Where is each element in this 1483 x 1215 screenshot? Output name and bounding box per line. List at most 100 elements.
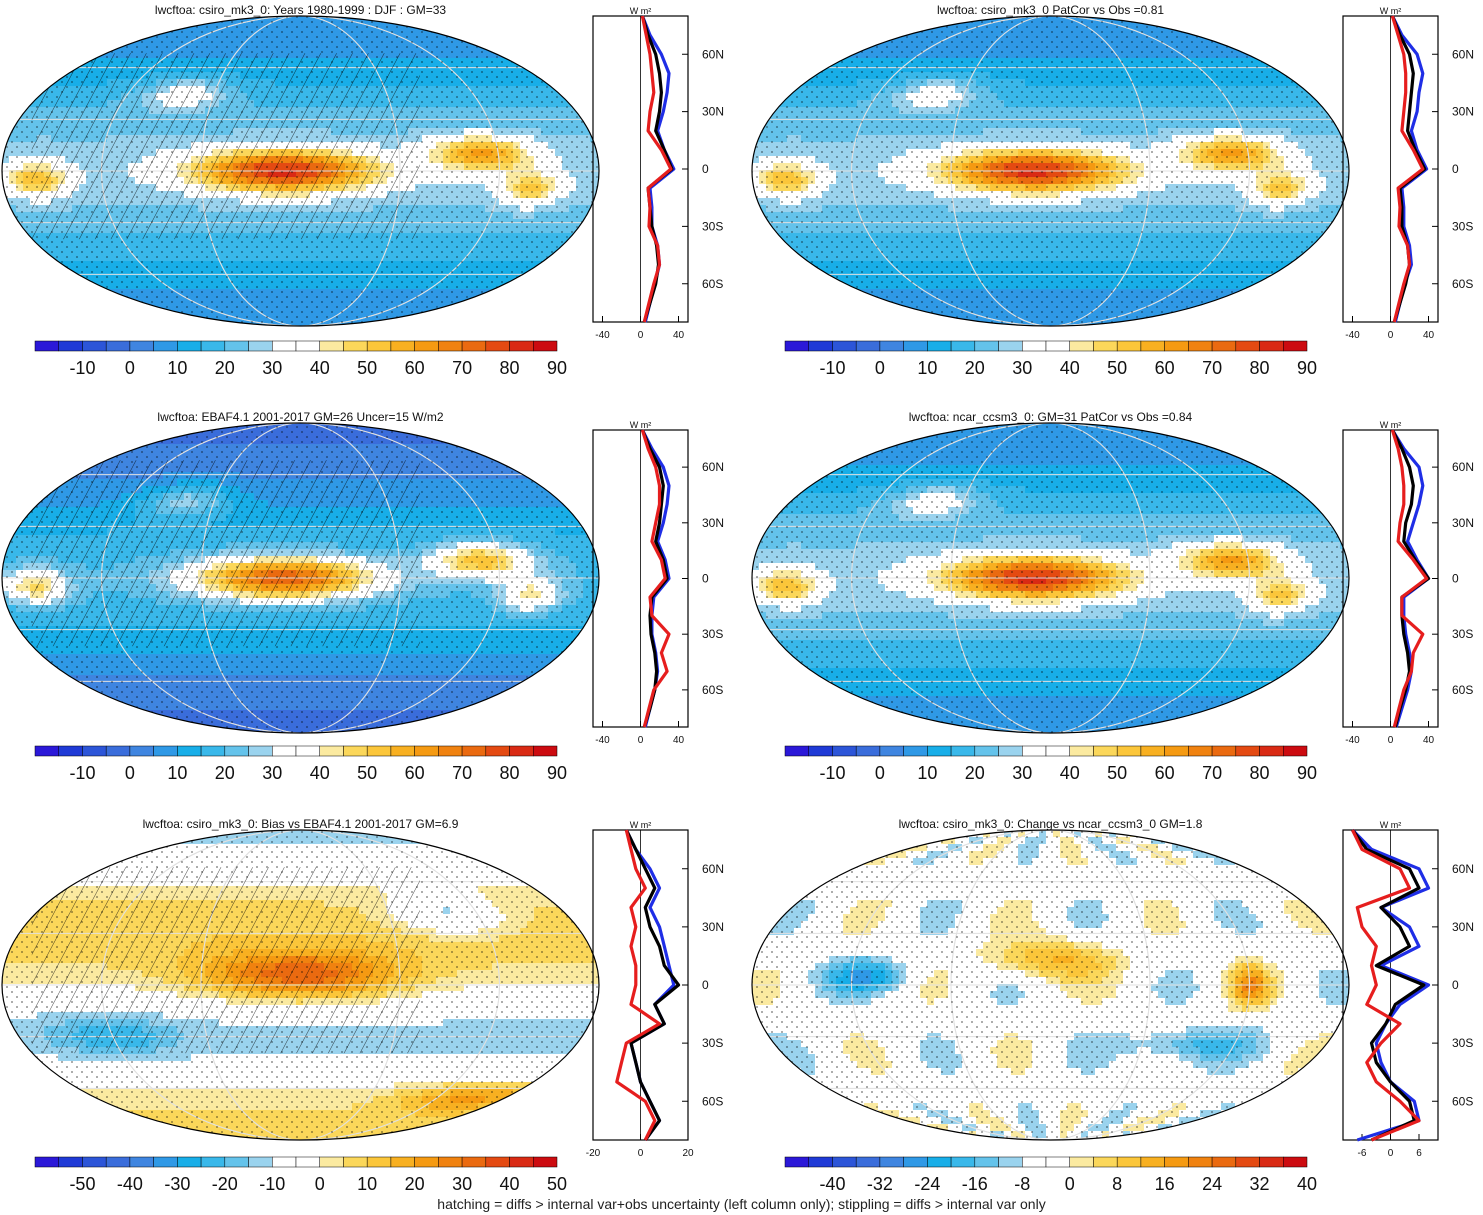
colorbar-swatch [832, 745, 857, 757]
colorbar-tick-label: 10 [167, 763, 187, 783]
profile-unit: W m² [1380, 420, 1402, 430]
colorbar-tick-label: 20 [215, 358, 235, 378]
colorbar-swatch [58, 745, 83, 757]
colorbar-swatch [998, 340, 1023, 352]
colorbar-swatch [319, 340, 344, 352]
map [752, 830, 1349, 1140]
colorbar-swatch [784, 1156, 809, 1168]
profile-ytick-label: 0 [702, 978, 709, 992]
colorbar-tick-label: -10 [819, 763, 845, 783]
colorbar-swatch [1069, 340, 1094, 352]
profile-ytick-label: 60S [1452, 277, 1473, 291]
colorbar-swatch [366, 340, 392, 352]
colorbar-swatch [105, 340, 131, 352]
colorbar-swatch [82, 1156, 107, 1168]
colorbar-tick-label: 90 [547, 358, 567, 378]
map-outline [751, 15, 1350, 327]
colorbar-swatch [1211, 340, 1237, 352]
map-title: lwcftoa: csiro_mk3_0: Change vs ncar_ccs… [899, 817, 1203, 831]
profile-ytick-label: 60S [702, 277, 723, 291]
profile-xtick-label: -40 [1345, 330, 1360, 341]
colorbar-swatch [105, 1156, 131, 1168]
colorbar-swatch [1045, 340, 1070, 352]
colorbar-tick-label: 30 [262, 763, 282, 783]
colorbar-swatch [1259, 340, 1284, 352]
colorbar-swatch [1211, 1156, 1237, 1168]
colorbar-swatch [1235, 340, 1260, 352]
colorbar-tick-label: 20 [405, 1174, 425, 1194]
zonal-profile: W m² 60N 30N 0 30S 60S -20 0 20 [586, 820, 724, 1159]
profile-ytick-label: 60S [1452, 683, 1473, 697]
colorbar-tick-label: 80 [1250, 763, 1270, 783]
profile-xtick-label: 0 [1388, 1148, 1394, 1159]
colorbar-swatch [903, 1156, 928, 1168]
hatching [31, 460, 420, 647]
colorbar-swatch [808, 340, 833, 352]
colorbar-tick-label: -10 [819, 358, 845, 378]
profile-ytick-label: 30N [1452, 105, 1474, 119]
colorbar-tick-label: 0 [875, 358, 885, 378]
colorbar-tick-label: 40 [310, 358, 330, 378]
profile-ytick-label: 30N [1452, 516, 1474, 530]
map-outline [751, 829, 1350, 1141]
colorbar-swatch [319, 1156, 344, 1168]
profile-ytick-label: 60S [702, 683, 723, 697]
colorbar-swatch [366, 1156, 392, 1168]
profile-ytick-label: 60N [1452, 862, 1474, 876]
profile-unit: W m² [630, 6, 652, 16]
map-title: lwcftoa: csiro_mk3_0: Bias vs EBAF4.1 20… [143, 817, 459, 831]
colorbar-swatch [998, 1156, 1023, 1168]
colorbar-swatch [461, 1156, 487, 1168]
map-title: lwcftoa: EBAF4.1 2001-2017 GM=26 Uncer=1… [157, 410, 443, 424]
profile-ytick-label: 30S [702, 1036, 723, 1050]
colorbar-tick-label: 90 [1297, 763, 1317, 783]
map-title: lwcftoa: csiro_mk3_0 PatCor vs Obs =0.81 [937, 3, 1164, 17]
colorbar-swatch [248, 340, 273, 352]
profile-ytick-label: 0 [702, 162, 709, 176]
red-zonal-line [1390, 15, 1425, 323]
profile-ytick-label: 0 [702, 572, 709, 586]
colorbar-swatch [1188, 1156, 1213, 1168]
profile-xtick-label: -40 [1345, 735, 1360, 746]
colorbar-swatch [200, 745, 226, 757]
colorbar-tick-label: -32 [867, 1174, 893, 1194]
red-zonal-line [615, 829, 662, 1141]
colorbar-tick-label: 10 [167, 358, 187, 378]
colorbar-swatch [1069, 745, 1094, 757]
colorbar-swatch [34, 340, 59, 352]
colorbar-swatch [1188, 745, 1213, 757]
panel-6: lwcftoa: csiro_mk3_0: Change vs ncar_ccs… [751, 817, 1474, 1194]
colorbar-tick-label: 70 [452, 358, 472, 378]
colorbar-tick-label: -8 [1014, 1174, 1030, 1194]
colorbar-swatch [1259, 1156, 1284, 1168]
hatching [31, 867, 420, 1054]
colorbar-tick-label: 30 [452, 1174, 472, 1194]
colorbar-swatch [461, 340, 487, 352]
colorbar-swatch [950, 745, 976, 757]
colorbar-tick-label: 80 [1250, 358, 1270, 378]
map-title: lwcftoa: ncar_ccsm3_0: GM=31 PatCor vs O… [909, 410, 1193, 424]
colorbar-tick-label: 30 [1012, 763, 1032, 783]
panel-2: lwcftoa: csiro_mk3_0 PatCor vs Obs =0.81… [751, 3, 1474, 378]
colorbar-swatch [1140, 340, 1165, 352]
colorbar-swatch [832, 1156, 857, 1168]
profile-ytick-label: 60S [1452, 1094, 1473, 1108]
colorbar-swatch [879, 340, 904, 352]
colorbar-swatch [1093, 1156, 1118, 1168]
map-outline [1, 422, 600, 734]
colorbar-swatch [509, 1156, 534, 1168]
zonal-profile: W m² 60N 30N 0 30S 60S -40 0 40 [1342, 6, 1474, 341]
colorbar-swatch [438, 1156, 463, 1168]
profile-ytick-label: 30N [1452, 920, 1474, 934]
colorbar-tick-label: 50 [547, 1174, 567, 1194]
colorbar-tick-label: 0 [875, 763, 885, 783]
colorbar-swatch [855, 340, 881, 352]
red-zonal-line [640, 15, 673, 323]
colorbar-swatch [272, 745, 297, 757]
red-zonal-line [640, 429, 671, 728]
zonal-profile: W m² 60N 30N 0 30S 60S -6 0 6 [1342, 820, 1474, 1159]
profile-xtick-label: 0 [638, 330, 644, 341]
hatching [31, 53, 420, 240]
colorbar-tick-label: 8 [1112, 1174, 1122, 1194]
profile-xtick-label: 20 [682, 1148, 694, 1159]
